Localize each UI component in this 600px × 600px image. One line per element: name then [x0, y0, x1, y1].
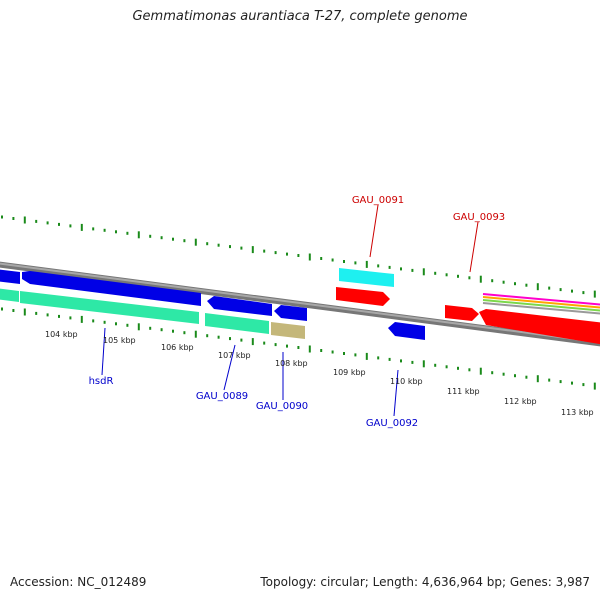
GAU_0091-cds-feature[interactable]	[336, 287, 390, 306]
GAU_0092-leader-line	[393, 369, 399, 417]
genome-backbone-highlight	[0, 262, 600, 344]
GAU_0093-cds-2-feature[interactable]	[479, 309, 600, 345]
hsdR-cds-feature[interactable]	[22, 271, 201, 306]
kbp-label: 109 kbp	[333, 368, 366, 377]
GAU_0091-trna-feature[interactable]	[339, 268, 394, 287]
GAU_0089-leader-line	[223, 344, 236, 391]
GAU_0093-cds-1-feature[interactable]	[445, 305, 479, 321]
kbp-label: 106 kbp	[161, 343, 194, 352]
kbp-tick-labels: 104 kbp 105 kbp 106 kbp 107 kbp 108 kbp …	[45, 330, 594, 417]
GAU_0093-leader-line	[469, 221, 479, 273]
cds-left-edge-feature[interactable]	[0, 269, 20, 284]
kbp-label: 113 kbp	[561, 408, 594, 417]
hsdR-leader-line	[101, 327, 106, 376]
inner-tick-marks	[1, 307, 596, 390]
GAU_0092-cds-feature[interactable]	[388, 322, 425, 340]
GAU_0091-leader-line	[369, 204, 379, 258]
gene-label-GAU_0089[interactable]: GAU_0089	[196, 391, 248, 402]
kbp-label: 108 kbp	[275, 359, 308, 368]
GAU_0093-overlap-band	[482, 293, 600, 315]
kbp-label: 107 kbp	[218, 351, 251, 360]
gene-label-GAU_0093[interactable]: GAU_0093	[453, 212, 505, 223]
GAU_0089-gene-feature[interactable]	[205, 313, 269, 334]
hsdR-gene-feature[interactable]	[20, 291, 199, 324]
gene-label-hsdR[interactable]: hsdR	[89, 376, 114, 387]
kbp-label: 104 kbp	[45, 330, 78, 339]
accession-text: Accession: NC_012489	[10, 575, 147, 589]
gene-label-GAU_0091[interactable]: GAU_0091	[352, 195, 404, 206]
map-title: Gemmatimonas aurantiaca T-27, complete g…	[132, 9, 468, 24]
GAU_0089-cds-feature[interactable]	[207, 296, 272, 316]
kbp-label: 110 kbp	[390, 377, 423, 386]
gene-label-GAU_0092[interactable]: GAU_0092	[366, 418, 418, 429]
topology-text: Topology: circular; Length: 4,636,964 bp…	[260, 575, 590, 589]
GAU_0090-cds-feature[interactable]	[274, 305, 307, 321]
kbp-label: 105 kbp	[103, 336, 136, 345]
gene-left-edge-feature[interactable]	[0, 288, 19, 302]
gene-label-GAU_0090[interactable]: GAU_0090	[256, 401, 308, 412]
kbp-label: 112 kbp	[504, 397, 537, 406]
GAU_0090-gene-feature[interactable]	[271, 322, 305, 339]
kbp-label: 111 kbp	[447, 387, 480, 396]
outer-tick-marks	[1, 215, 596, 298]
